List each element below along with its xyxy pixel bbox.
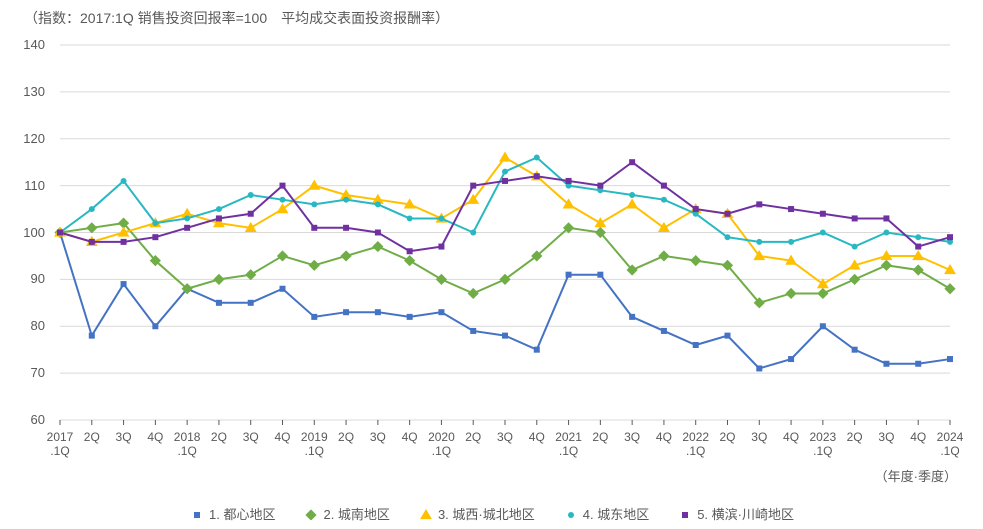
legend-item: 3. 城西·城北地区 [418, 504, 535, 523]
x-tick-label: 3Q [743, 430, 775, 444]
legend-marker-icon [677, 508, 691, 520]
legend-marker-icon [189, 508, 203, 520]
legend-label: 2. 城南地区 [323, 504, 389, 523]
y-tick-label: 70 [5, 365, 45, 380]
y-tick-label: 130 [5, 84, 45, 99]
legend-marker-icon [563, 508, 577, 520]
y-tick-label: 110 [5, 178, 45, 193]
x-tick-label: 2017 .1Q [44, 430, 76, 459]
x-tick-label: 2023 .1Q [807, 430, 839, 459]
x-tick-label: 4Q [139, 430, 171, 444]
x-tick-label: 3Q [870, 430, 902, 444]
legend: 1. 都心地区 2. 城南地区 3. 城西·城北地区 4. 城东地区 5. 横滨·川崎地… [0, 504, 983, 523]
x-tick-label: 2022 .1Q [680, 430, 712, 459]
x-tick-label: 4Q [648, 430, 680, 444]
legend-item: 1. 都心地区 [189, 504, 275, 523]
x-tick-label: 2Q [584, 430, 616, 444]
x-tick-label: 3Q [616, 430, 648, 444]
x-tick-label: 2Q [76, 430, 108, 444]
x-tick-label: 4Q [521, 430, 553, 444]
x-tick-label: 4Q [394, 430, 426, 444]
x-tick-label: 2Q [712, 430, 744, 444]
legend-label: 4. 城东地区 [583, 504, 649, 523]
y-tick-label: 80 [5, 318, 45, 333]
legend-label: 3. 城西·城北地区 [438, 504, 535, 523]
x-tick-label: 2018 .1Q [171, 430, 203, 459]
x-tick-label: 3Q [489, 430, 521, 444]
legend-label: 1. 都心地区 [209, 504, 275, 523]
x-tick-label: 4Q [902, 430, 934, 444]
x-tick-label: 3Q [235, 430, 267, 444]
x-tick-label: 3Q [108, 430, 140, 444]
legend-item: 5. 横滨·川崎地区 [677, 504, 794, 523]
y-tick-label: 100 [5, 225, 45, 240]
x-tick-label: 2020 .1Q [425, 430, 457, 459]
x-tick-label: 2019 .1Q [298, 430, 330, 459]
x-axis-title: （年度·季度） [875, 466, 957, 485]
x-tick-label: 2Q [330, 430, 362, 444]
x-tick-label: 2Q [839, 430, 871, 444]
x-tick-label: 3Q [362, 430, 394, 444]
y-tick-label: 90 [5, 271, 45, 286]
chart-plot [50, 40, 960, 460]
y-tick-label: 140 [5, 37, 45, 52]
legend-item: 2. 城南地区 [303, 504, 389, 523]
legend-item: 4. 城东地区 [563, 504, 649, 523]
y-tick-label: 120 [5, 131, 45, 146]
x-tick-label: 4Q [267, 430, 299, 444]
y-tick-label: 60 [5, 412, 45, 427]
legend-marker-icon [303, 508, 317, 520]
x-tick-label: 2Q [457, 430, 489, 444]
x-tick-label: 4Q [775, 430, 807, 444]
legend-marker-icon [418, 508, 432, 520]
chart-container: （指数：2017:1Q 销售投资回报率=100 平均成交表面投资报酬率） （年度… [0, 0, 983, 529]
x-tick-label: 2Q [203, 430, 235, 444]
x-tick-label: 2024 .1Q [934, 430, 966, 459]
x-tick-label: 2021 .1Q [553, 430, 585, 459]
legend-label: 5. 横滨·川崎地区 [697, 504, 794, 523]
chart-title: （指数：2017:1Q 销售投资回报率=100 平均成交表面投资报酬率） [24, 8, 449, 28]
